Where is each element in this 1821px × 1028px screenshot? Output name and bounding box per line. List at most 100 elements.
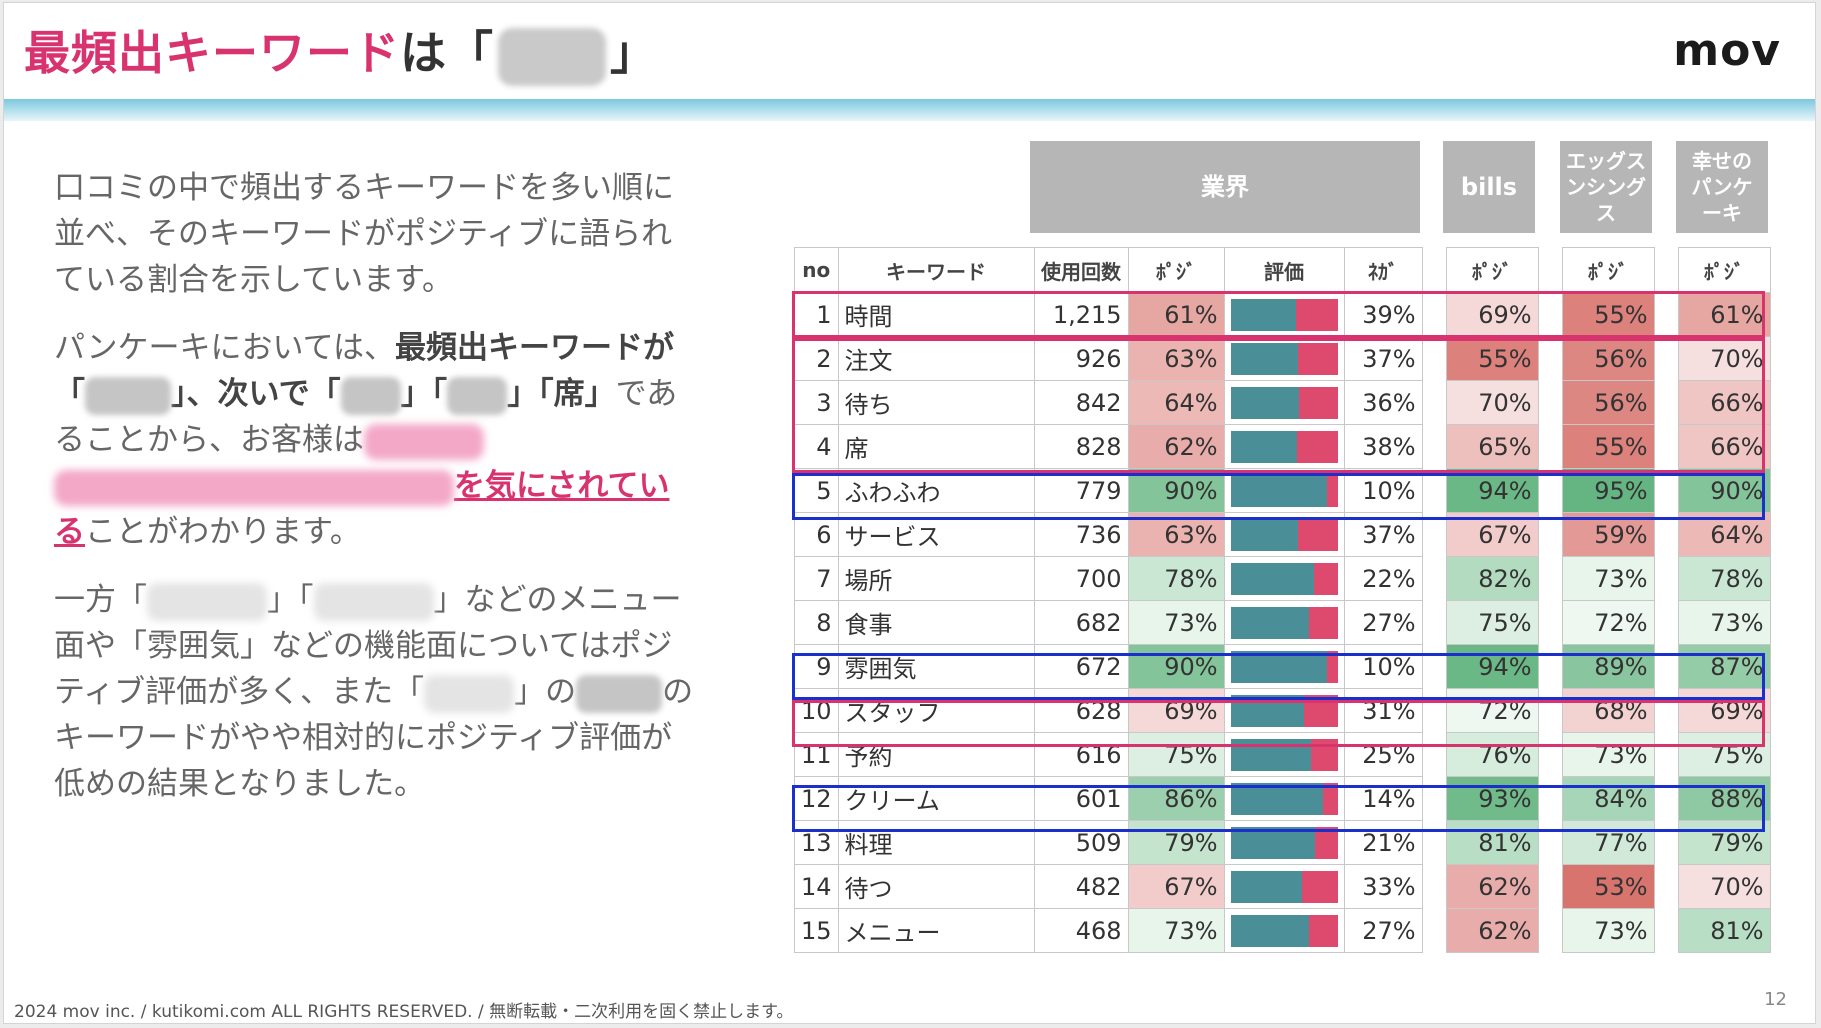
row-happy: 87% <box>1677 644 1771 689</box>
table-row: 3 待ち 842 64% 36% 70% 56% 66% <box>794 380 1771 425</box>
row-pos: 61% <box>1127 292 1225 337</box>
row-eggs: 95% <box>1561 468 1655 513</box>
row-eggs: 84% <box>1561 776 1655 821</box>
row-pos: 86% <box>1127 776 1225 821</box>
row-keyword: 席 <box>837 424 1035 469</box>
eval-pos-segment <box>1230 298 1296 331</box>
table-row: 4 席 828 62% 38% 65% 55% 66% <box>794 424 1771 469</box>
eval-pos-segment <box>1230 518 1298 551</box>
slide: 最頻出キーワードは「」 mov 口コミの中で頻出するキーワードを多い順に並べ、そ… <box>3 2 1816 1024</box>
row-count: 482 <box>1033 864 1129 909</box>
row-happy: 66% <box>1677 380 1771 425</box>
row-no: 9 <box>794 644 839 689</box>
row-count: 1,215 <box>1033 292 1129 337</box>
eval-pos-segment <box>1230 562 1314 595</box>
header-bills-pos: ﾎﾟｼﾞ <box>1445 247 1539 293</box>
row-eggs: 55% <box>1561 424 1655 469</box>
row-no: 8 <box>794 600 839 645</box>
row-happy: 66% <box>1677 424 1771 469</box>
row-pos: 90% <box>1127 644 1225 689</box>
row-happy: 73% <box>1677 600 1771 645</box>
row-eval-bar <box>1223 468 1345 513</box>
row-count: 779 <box>1033 468 1129 513</box>
row-no: 10 <box>794 688 839 733</box>
row-keyword: 雰囲気 <box>837 644 1035 689</box>
mov-logo: mov <box>1673 25 1781 76</box>
row-keyword: メニュー <box>837 908 1035 953</box>
row-neg: 10% <box>1343 644 1423 689</box>
row-eval-bar <box>1223 820 1345 865</box>
row-bills: 65% <box>1445 424 1539 469</box>
table-row: 5 ふわふわ 779 90% 10% 94% 95% 90% <box>794 468 1771 513</box>
eval-pos-segment <box>1230 474 1327 507</box>
row-count: 828 <box>1033 424 1129 469</box>
row-no: 11 <box>794 732 839 777</box>
row-eggs: 73% <box>1561 908 1655 953</box>
page-number: 12 <box>1764 989 1787 1010</box>
eval-pos-segment <box>1230 738 1311 771</box>
row-eval-bar <box>1223 688 1345 733</box>
eval-pos-segment <box>1230 826 1316 859</box>
keyword-table: no キーワード 使用回数 ﾎﾟｼﾞ 評価 ﾈｶﾞ ﾎﾟｼﾞ ﾎﾟｼﾞ ﾎﾟｼﾞ… <box>794 247 1771 953</box>
header-eval: 評価 <box>1223 247 1345 293</box>
row-pos: 67% <box>1127 864 1225 909</box>
paragraph-findings: パンケーキにおいては、最頻出キーワードが「 」、次いで「 」「 」「席」であることから… <box>54 330 678 550</box>
page-title: 最頻出キーワードは「」 <box>24 23 657 86</box>
header-divider <box>4 99 1815 121</box>
row-happy: 78% <box>1677 556 1771 601</box>
table-row: 14 待つ 482 67% 33% 62% 53% 70% <box>794 864 1771 909</box>
row-keyword: サービス <box>837 512 1035 557</box>
row-happy: 75% <box>1677 732 1771 777</box>
row-no: 2 <box>794 336 839 381</box>
eval-neg-segment <box>1297 342 1338 375</box>
row-eggs: 56% <box>1561 380 1655 425</box>
row-happy: 70% <box>1677 336 1771 381</box>
row-eggs: 59% <box>1561 512 1655 557</box>
table-row: 9 雰囲気 672 90% 10% 94% 89% 87% <box>794 644 1771 689</box>
row-happy: 88% <box>1677 776 1771 821</box>
table-row: 1 時間 1,215 61% 39% 69% 55% 61% <box>794 292 1771 337</box>
header-pos: ﾎﾟｼﾞ <box>1127 247 1225 293</box>
row-count: 736 <box>1033 512 1129 557</box>
eval-neg-segment <box>1310 738 1338 771</box>
eval-neg-segment <box>1295 298 1338 331</box>
row-happy: 64% <box>1677 512 1771 557</box>
header-no: no <box>794 247 839 293</box>
row-bills: 67% <box>1445 512 1539 557</box>
row-neg: 10% <box>1343 468 1423 513</box>
row-eval-bar <box>1223 424 1345 469</box>
row-bills: 62% <box>1445 908 1539 953</box>
group-header-eggs: エッグスンシングス <box>1560 141 1652 233</box>
row-neg: 36% <box>1343 380 1423 425</box>
row-neg: 27% <box>1343 908 1423 953</box>
row-eggs: 73% <box>1561 732 1655 777</box>
row-keyword: 待ち <box>837 380 1035 425</box>
row-neg: 38% <box>1343 424 1423 469</box>
row-count: 672 <box>1033 644 1129 689</box>
header-neg: ﾈｶﾞ <box>1343 247 1423 293</box>
eval-pos-segment <box>1230 386 1300 419</box>
row-bills: 69% <box>1445 292 1539 337</box>
row-count: 601 <box>1033 776 1129 821</box>
row-happy: 70% <box>1677 864 1771 909</box>
table-row: 2 注文 926 63% 37% 55% 56% 70% <box>794 336 1771 381</box>
table-row: 7 場所 700 78% 22% 82% 73% 78% <box>794 556 1771 601</box>
row-eval-bar <box>1223 864 1345 909</box>
row-eggs: 77% <box>1561 820 1655 865</box>
eval-neg-segment <box>1326 474 1338 507</box>
row-pos: 73% <box>1127 908 1225 953</box>
table-row: 6 サービス 736 63% 37% 67% 59% 64% <box>794 512 1771 557</box>
row-pos: 63% <box>1127 512 1225 557</box>
row-neg: 21% <box>1343 820 1423 865</box>
row-no: 15 <box>794 908 839 953</box>
row-no: 4 <box>794 424 839 469</box>
row-no: 7 <box>794 556 839 601</box>
eval-pos-segment <box>1230 782 1323 815</box>
row-eggs: 73% <box>1561 556 1655 601</box>
eval-neg-segment <box>1308 914 1338 947</box>
row-pos: 64% <box>1127 380 1225 425</box>
row-eggs: 68% <box>1561 688 1655 733</box>
row-keyword: 注文 <box>837 336 1035 381</box>
header-count: 使用回数 <box>1033 247 1129 293</box>
row-count: 468 <box>1033 908 1129 953</box>
